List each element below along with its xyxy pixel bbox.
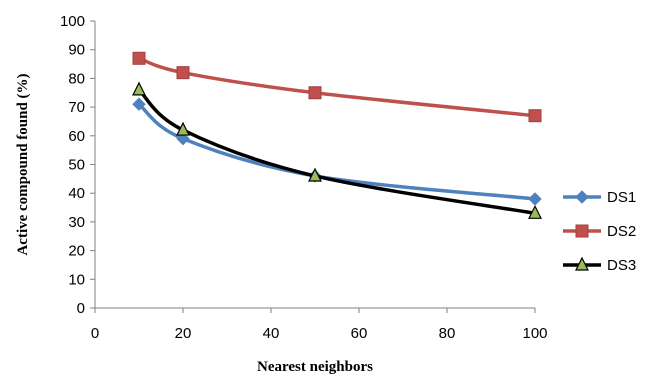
- data-point: [528, 109, 542, 123]
- y-tick-label: 60: [68, 128, 85, 145]
- x-tick-label: 0: [91, 325, 99, 342]
- x-tick-label: 20: [175, 325, 192, 342]
- legend-marker: [575, 256, 589, 271]
- series-line: [138, 56, 536, 118]
- x-axis-title: Nearest neighbors: [257, 359, 373, 375]
- data-point: [176, 66, 190, 80]
- legend-item: DS2: [563, 223, 636, 240]
- y-tick-label: 90: [68, 42, 85, 59]
- x-tick-label: 80: [439, 325, 456, 342]
- x-tick-label: 60: [351, 325, 368, 342]
- legend-label: DS1: [607, 189, 636, 206]
- x-tick-label: 40: [263, 325, 280, 342]
- legend-item: DS1: [563, 189, 636, 206]
- x-tick-label: 100: [522, 325, 547, 342]
- y-tick-label: 70: [68, 99, 85, 116]
- axes: [94, 21, 535, 309]
- data-point: [176, 121, 190, 136]
- series-ds1: [132, 97, 542, 206]
- y-tick-label: 20: [68, 243, 85, 260]
- series-line: [137, 102, 536, 201]
- y-axis-title: Active compound found (%): [15, 73, 31, 255]
- data-point: [176, 131, 190, 146]
- y-tick-label: 10: [68, 271, 85, 288]
- y-tick-label: 30: [68, 214, 85, 231]
- series-line: [137, 88, 536, 216]
- series-ds3: [132, 81, 542, 219]
- ticks: 0 10 20 30 40 50 60 70 80 90 100 0 20 40 60 80 100: [60, 13, 548, 342]
- data-point: [308, 86, 322, 100]
- data-point: [132, 81, 146, 96]
- y-tick-label: 40: [68, 185, 85, 202]
- legend-label: DS3: [607, 257, 636, 274]
- data-point: [132, 97, 146, 111]
- y-tick-label: 0: [77, 300, 85, 317]
- data-point: [308, 167, 322, 182]
- y-tick-label: 100: [60, 13, 85, 30]
- data-point: [528, 192, 542, 206]
- data-point: [132, 51, 146, 65]
- legend-label: DS2: [607, 223, 636, 240]
- y-tick-label: 80: [68, 70, 85, 87]
- series: [132, 51, 542, 219]
- legend: DS1 DS2 DS3: [563, 189, 636, 274]
- legend-item: DS3: [563, 256, 636, 274]
- legend-marker: [575, 224, 589, 238]
- data-point: [528, 204, 542, 219]
- y-tick-label: 50: [68, 157, 85, 174]
- series-ds2: [132, 51, 542, 123]
- legend-marker: [575, 190, 589, 204]
